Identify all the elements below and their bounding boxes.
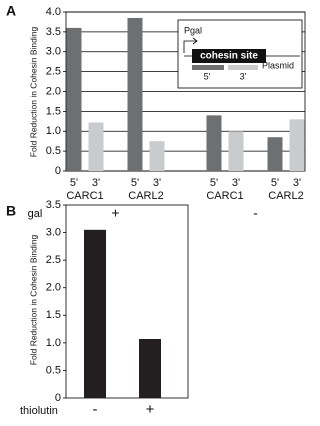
group-label: CARL2 bbox=[268, 190, 303, 202]
group-label: CARC1 bbox=[206, 190, 243, 202]
inset-plasmid: Plasmid bbox=[262, 60, 294, 70]
bar bbox=[289, 119, 305, 171]
x-tick-label: + bbox=[146, 401, 155, 418]
y-tick-label: 2.5 bbox=[46, 66, 61, 78]
x-tick-label: 5' bbox=[210, 177, 218, 189]
y-tick-label: 1.5 bbox=[46, 105, 61, 117]
y-axis-label: Fold Reduction in Cohesin Binding bbox=[28, 27, 38, 158]
y-tick-label: 2.0 bbox=[46, 282, 61, 294]
x-axis-label: thiolutin bbox=[20, 405, 58, 417]
bar bbox=[88, 122, 104, 171]
bar bbox=[127, 17, 143, 172]
x-tick-label: 3' bbox=[232, 177, 240, 189]
bar bbox=[228, 131, 244, 171]
condition-label: gal bbox=[28, 208, 43, 220]
plot-frame bbox=[65, 204, 189, 399]
bar bbox=[84, 229, 106, 398]
x-tick-label: 5' bbox=[131, 177, 139, 189]
y-tick-label: 0.5 bbox=[46, 364, 61, 376]
y-axis-label: Fold Reduction in Cohesin Binding bbox=[28, 235, 38, 366]
inset-5: 5' bbox=[204, 71, 211, 81]
inset-3: 3' bbox=[240, 71, 247, 81]
group-label: CARL2 bbox=[128, 190, 163, 202]
y-tick-label: 2.5 bbox=[46, 254, 61, 266]
group-label: CARC1 bbox=[66, 190, 103, 202]
x-tick-label: 5' bbox=[271, 177, 279, 189]
inset-site-label: cohesin site bbox=[200, 51, 258, 62]
y-tick-label: 1.0 bbox=[46, 125, 61, 137]
condition-value: - bbox=[253, 205, 258, 221]
inset-segment bbox=[228, 65, 258, 70]
inset-arrow bbox=[183, 37, 198, 53]
y-tick-label: 3.0 bbox=[46, 46, 61, 58]
x-tick-label: 3' bbox=[92, 177, 100, 189]
inset-site bbox=[192, 49, 266, 63]
x-tick-label: 3' bbox=[153, 177, 161, 189]
y-tick-label: 3.5 bbox=[46, 199, 61, 211]
y-tick-label: 0.5 bbox=[46, 145, 61, 157]
inset-promoter: Pgal bbox=[184, 25, 202, 35]
condition-value: + bbox=[111, 205, 119, 221]
y-tick-label: 4.0 bbox=[46, 6, 61, 18]
y-tick-label: 0 bbox=[55, 392, 61, 404]
y-tick-label: 1.5 bbox=[46, 309, 61, 321]
bar bbox=[206, 115, 222, 171]
bar bbox=[139, 338, 161, 398]
x-tick-label: 3' bbox=[293, 177, 301, 189]
panel-letter: A bbox=[6, 3, 16, 19]
x-tick-label: 5' bbox=[70, 177, 78, 189]
y-tick-label: 1.0 bbox=[46, 337, 61, 349]
y-tick-label: 3.5 bbox=[46, 26, 61, 38]
bar bbox=[267, 137, 283, 171]
x-tick-label: - bbox=[93, 401, 98, 418]
bar bbox=[66, 27, 82, 172]
panel-letter: B bbox=[6, 203, 16, 219]
y-tick-label: 3.0 bbox=[46, 226, 61, 238]
y-tick-label: 2.0 bbox=[46, 85, 61, 97]
inset-segment bbox=[192, 65, 224, 70]
bar bbox=[149, 141, 165, 171]
y-tick-label: 0 bbox=[55, 165, 61, 177]
